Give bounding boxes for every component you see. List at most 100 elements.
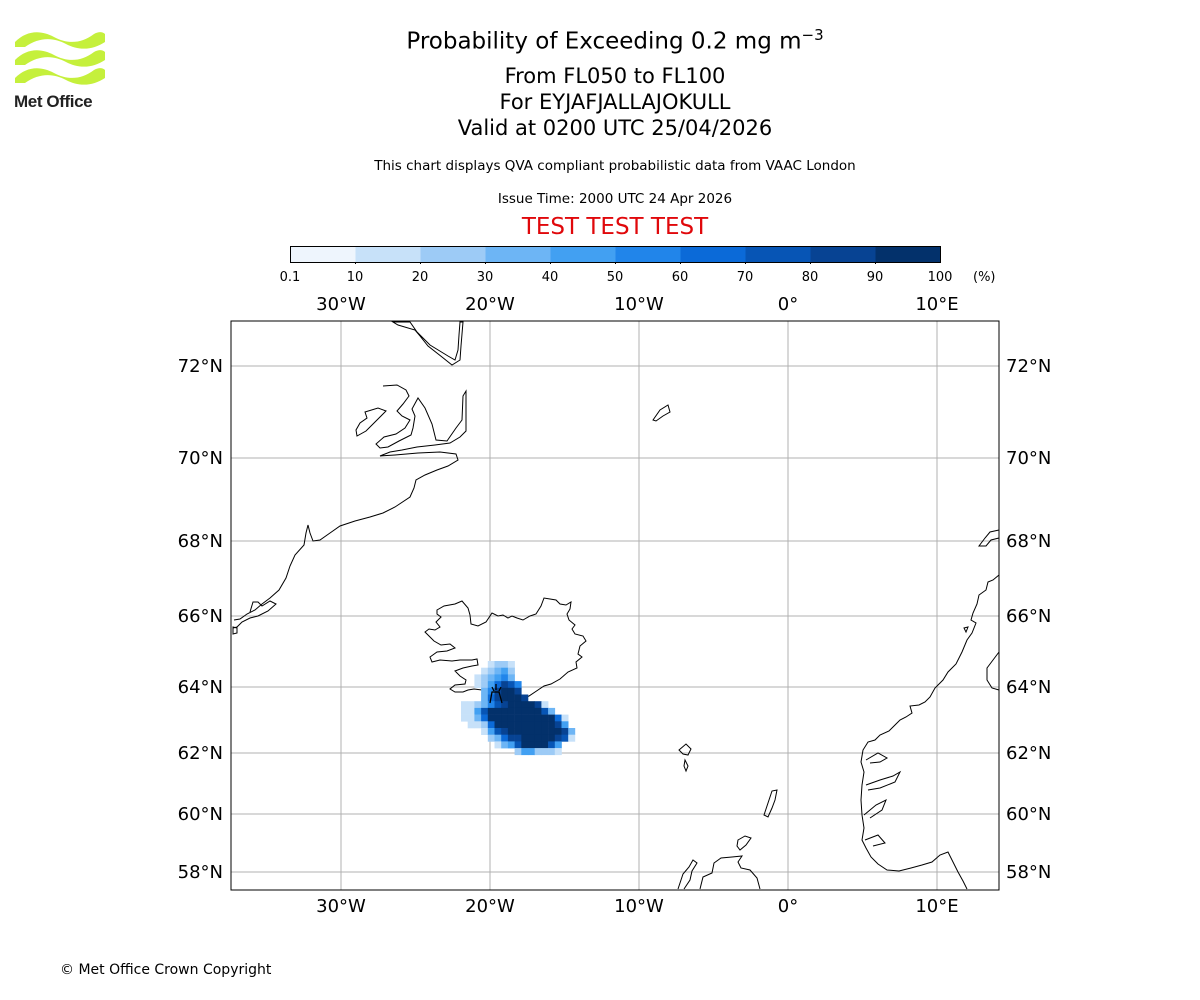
probability-cell bbox=[528, 734, 535, 742]
probability-cell bbox=[554, 728, 562, 735]
norway-coast bbox=[986, 651, 1000, 691]
probability-cell bbox=[501, 721, 509, 729]
longitude-label: 20°W bbox=[465, 896, 515, 917]
probability-cell bbox=[554, 748, 562, 756]
colorbar-label: 20 bbox=[411, 270, 429, 285]
longitude-label: 0° bbox=[778, 896, 798, 917]
probability-cell bbox=[481, 687, 489, 695]
probability-cell bbox=[474, 707, 482, 715]
probability-cell bbox=[514, 748, 522, 756]
probability-cell bbox=[521, 734, 529, 742]
probability-cell bbox=[487, 721, 495, 729]
faroe-islands-coast bbox=[683, 758, 689, 773]
probability-cell bbox=[507, 687, 515, 695]
colorbar-segment bbox=[355, 246, 421, 263]
probability-cell bbox=[514, 681, 522, 689]
probability-cell bbox=[481, 667, 489, 675]
probability-cell bbox=[548, 741, 556, 749]
probability-cell bbox=[494, 734, 502, 742]
latitude-label: 62°N bbox=[178, 743, 223, 764]
norway-fjord bbox=[865, 770, 902, 791]
probability-cell bbox=[534, 734, 542, 742]
longitude-label: 30°W bbox=[316, 896, 366, 917]
colorbar-segment bbox=[615, 246, 681, 263]
probability-cell bbox=[487, 728, 495, 735]
probability-cell bbox=[487, 674, 495, 682]
probability-cell bbox=[521, 694, 529, 702]
probability-cell bbox=[494, 694, 502, 702]
latitude-label: 70°N bbox=[178, 448, 223, 469]
probability-cell bbox=[554, 721, 562, 729]
colorbar-segment bbox=[420, 246, 486, 263]
colorbar-segment bbox=[485, 246, 551, 263]
coastlines bbox=[232, 321, 1000, 890]
probability-cell bbox=[481, 728, 489, 735]
ash-probability-field bbox=[461, 661, 576, 756]
longitude-label: 20°W bbox=[465, 294, 515, 315]
colorbar bbox=[290, 246, 941, 264]
probability-cell bbox=[494, 701, 502, 709]
probability-cell bbox=[494, 741, 502, 749]
scotland-coast bbox=[699, 855, 761, 890]
longitude-label: 0° bbox=[778, 294, 798, 315]
probability-cell bbox=[521, 728, 529, 735]
greenland-island bbox=[232, 626, 238, 635]
probability-cell bbox=[521, 701, 529, 709]
probability-cell bbox=[501, 728, 509, 735]
latitude-label: 58°N bbox=[1006, 862, 1051, 883]
probability-cell bbox=[554, 714, 562, 722]
probability-cell bbox=[548, 714, 556, 722]
probability-cell bbox=[514, 694, 522, 702]
probability-cell bbox=[474, 701, 482, 709]
colorbar-label: 10 bbox=[346, 270, 364, 285]
colorbar-segment bbox=[875, 246, 941, 263]
probability-cell bbox=[548, 707, 556, 715]
latitude-label: 64°N bbox=[1006, 677, 1051, 698]
probability-cell bbox=[548, 748, 556, 756]
probability-cell bbox=[507, 661, 515, 668]
norway-coast bbox=[860, 574, 1000, 890]
probability-cell bbox=[494, 728, 502, 735]
probability-cell bbox=[561, 721, 569, 729]
probability-cell bbox=[541, 707, 549, 715]
probability-cell bbox=[541, 714, 549, 722]
colorbar-label: 60 bbox=[671, 270, 689, 285]
test-banner: TEST TEST TEST bbox=[521, 214, 709, 240]
probability-cell bbox=[501, 707, 509, 715]
colorbar-label: 70 bbox=[736, 270, 754, 285]
probability-cell bbox=[534, 707, 542, 715]
probability-cell bbox=[481, 681, 489, 689]
probability-cell bbox=[528, 714, 535, 722]
probability-cell bbox=[507, 714, 515, 722]
colorbar-label: 0.1 bbox=[279, 270, 301, 285]
probability-cell bbox=[541, 721, 549, 729]
colorbar-units: (%) bbox=[973, 270, 996, 285]
shetland-coast bbox=[763, 789, 778, 818]
colorbar-segment bbox=[745, 246, 811, 263]
probability-cell bbox=[528, 728, 535, 735]
probability-cell bbox=[501, 667, 509, 675]
probability-cell bbox=[467, 714, 475, 722]
probability-cell bbox=[461, 707, 468, 715]
probability-cell bbox=[541, 741, 549, 749]
greenland-coast bbox=[232, 600, 277, 629]
issue-time: Issue Time: 2000 UTC 24 Apr 2026 bbox=[497, 191, 733, 207]
latitude-label: 72°N bbox=[1006, 356, 1051, 377]
probability-cell bbox=[554, 734, 562, 742]
probability-cell bbox=[474, 674, 482, 682]
probability-cell bbox=[501, 701, 509, 709]
probability-cell bbox=[487, 701, 495, 709]
probability-cell bbox=[534, 748, 542, 756]
colorbar-label: 100 bbox=[927, 270, 953, 285]
probability-cell bbox=[507, 701, 515, 709]
level-range: From FL050 to FL100 bbox=[504, 64, 726, 88]
probability-cell bbox=[528, 741, 535, 749]
probability-cell bbox=[548, 721, 556, 729]
norway-fjord bbox=[863, 798, 887, 819]
probability-cell bbox=[487, 667, 495, 675]
map-gridlines bbox=[231, 321, 999, 890]
probability-cell bbox=[561, 734, 569, 742]
greenland-coast bbox=[355, 407, 387, 437]
probability-cell bbox=[501, 714, 509, 722]
colorbar-label: 50 bbox=[606, 270, 624, 285]
